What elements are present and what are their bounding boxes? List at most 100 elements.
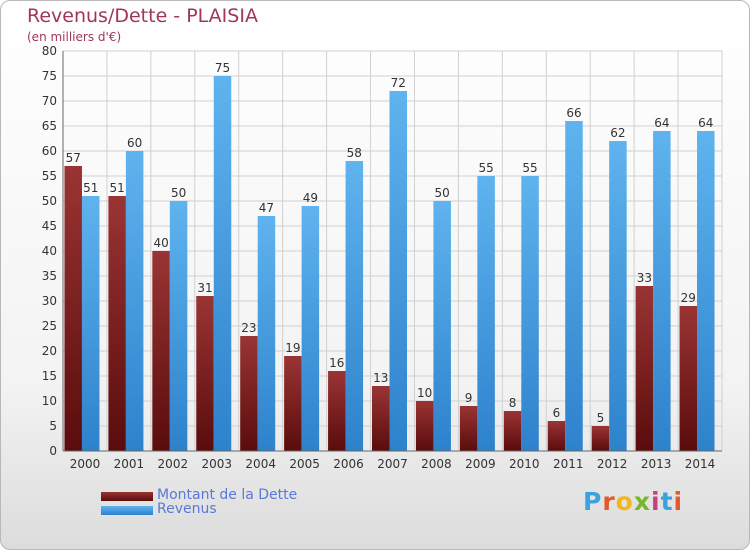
bar-revenue-label: 49: [303, 191, 318, 205]
y-tick-label: 40: [42, 244, 57, 258]
bar-debt: [635, 286, 654, 451]
bar-revenue: [257, 216, 276, 451]
bar-debt-label: 51: [110, 181, 125, 195]
legend-swatch-debt: [101, 492, 153, 501]
bar-revenue-label: 55: [522, 161, 537, 175]
bar-debt-label: 19: [285, 341, 300, 355]
bar-revenue-label: 62: [610, 126, 625, 140]
bar-revenue-label: 58: [347, 146, 362, 160]
bar-debt: [284, 356, 302, 451]
legend-label-debt: Montant de la Dette: [157, 487, 298, 503]
bar-revenue: [389, 91, 407, 451]
y-tick-label: 45: [42, 219, 57, 233]
bar-revenue: [301, 206, 320, 451]
bar-revenue-label: 50: [435, 186, 450, 200]
bar-revenue-label: 64: [698, 116, 713, 130]
bar-debt-label: 13: [373, 371, 388, 385]
bar-debt: [679, 306, 698, 451]
chart-title: Revenus/Dette - PLAISIA: [27, 5, 258, 27]
bar-debt-label: 8: [509, 396, 517, 410]
bar-debt-label: 9: [465, 391, 473, 405]
y-tick-label: 60: [42, 144, 57, 158]
y-tick-label: 50: [42, 194, 57, 208]
bar-debt: [240, 336, 258, 451]
x-tick-label: 2006: [333, 457, 364, 471]
y-tick-label: 30: [42, 294, 57, 308]
bar-debt: [328, 371, 346, 451]
bar-revenue: [609, 141, 627, 451]
bars: [64, 76, 715, 451]
x-tick-label: 2002: [158, 457, 189, 471]
bar-debt-label: 6: [553, 406, 561, 420]
y-tick-label: 75: [42, 69, 57, 83]
bar-debt: [108, 196, 126, 451]
x-tick-label: 2010: [509, 457, 540, 471]
bar-revenue: [433, 201, 451, 451]
bar-revenue-label: 51: [83, 181, 98, 195]
bar-debt-label: 31: [197, 281, 212, 295]
bar-debt: [591, 426, 610, 451]
bar-debt: [547, 421, 566, 451]
bar-debt: [372, 386, 390, 451]
bar-revenue-label: 72: [391, 76, 406, 90]
y-tick-label: 65: [42, 119, 57, 133]
bar-revenue-label: 60: [127, 136, 142, 150]
bar-revenue-label: 50: [171, 186, 186, 200]
bar-debt: [459, 406, 478, 451]
bar-revenue: [81, 196, 100, 451]
x-tick-label: 2000: [70, 457, 101, 471]
bar-debt-label: 33: [637, 271, 652, 285]
bar-debt-label: 23: [241, 321, 256, 335]
bar-revenue: [169, 201, 188, 451]
y-tick-label: 15: [42, 369, 57, 383]
bar-debt: [152, 251, 170, 451]
data-labels: 57 51 51 60 40 50 31 75 23 47 19 49 16 58 13 72 10 50 9 55 8…: [66, 61, 714, 425]
y-tick-label: 25: [42, 319, 57, 333]
x-tick-label: 2011: [553, 457, 584, 471]
bar-revenue-label: 75: [215, 61, 230, 75]
bar-revenue: [477, 176, 495, 451]
y-tick-label: 0: [49, 444, 57, 458]
bar-debt-label: 57: [66, 151, 81, 165]
legend-swatch-revenue: [101, 506, 153, 515]
bar-revenue: [697, 131, 715, 451]
y-tick-label: 10: [42, 394, 57, 408]
x-tick-label: 2014: [685, 457, 716, 471]
y-tick-label: 35: [42, 269, 57, 283]
bar-revenue-label: 47: [259, 201, 274, 215]
bar-revenue: [213, 76, 232, 451]
y-tick-label: 80: [42, 44, 57, 58]
x-tick-label: 2005: [289, 457, 320, 471]
bar-debt-label: 40: [153, 236, 168, 250]
bar-debt-label: 5: [597, 411, 605, 425]
bar-debt-label: 29: [681, 291, 696, 305]
x-tick-label: 2009: [465, 457, 496, 471]
x-tick-label: 2012: [597, 457, 628, 471]
y-tick-label: 5: [49, 419, 57, 433]
bar-revenue: [565, 121, 583, 451]
bar-debt: [64, 166, 82, 451]
bar-debt: [503, 411, 522, 451]
x-tick-label: 2007: [377, 457, 408, 471]
proxiti-logo: Proxiti: [583, 487, 684, 516]
x-tick-label: 2004: [245, 457, 276, 471]
y-tick-label: 55: [42, 169, 57, 183]
bar-revenue-label: 55: [478, 161, 493, 175]
bar-debt-label: 10: [417, 386, 432, 400]
chart-subtitle: (en milliers d'€): [27, 30, 122, 44]
bar-revenue-label: 64: [654, 116, 669, 130]
y-tick-label: 20: [42, 344, 57, 358]
bar-debt: [196, 296, 214, 451]
bar-revenue: [125, 151, 144, 451]
x-tick-label: 2013: [641, 457, 672, 471]
bar-revenue-label: 66: [566, 106, 581, 120]
bar-revenue: [653, 131, 671, 451]
x-tick-label: 2008: [421, 457, 452, 471]
legend-label-revenue: Revenus: [157, 501, 217, 517]
bar-revenue: [521, 176, 539, 451]
y-tick-label: 70: [42, 94, 57, 108]
x-tick-label: 2001: [114, 457, 145, 471]
